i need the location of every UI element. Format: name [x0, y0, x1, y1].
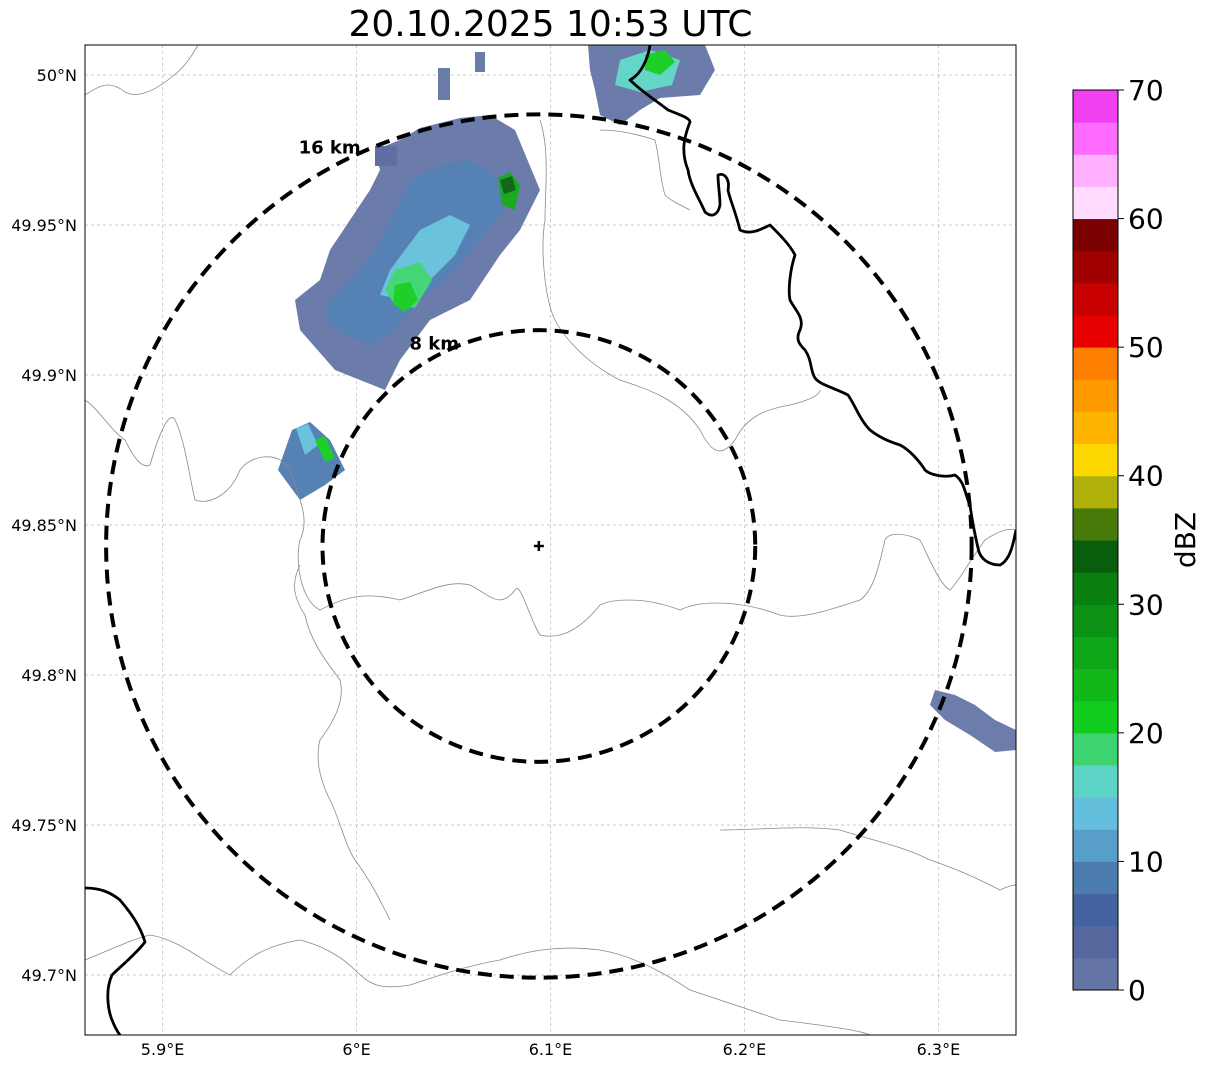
y-axis-tick-labels: 50°N 49.95°N 49.9°N 49.85°N 49.8°N 49.75°N 49.…	[11, 66, 77, 985]
colorbar-segment	[1073, 829, 1118, 862]
colorbar-segment	[1073, 861, 1118, 895]
national-border-east	[628, 45, 1016, 567]
x-tick-label: 6.3°E	[917, 1040, 961, 1059]
echo-cell-west	[278, 422, 345, 500]
national-border	[85, 45, 1016, 1035]
colorbar-segment	[1073, 411, 1118, 445]
colorbar-segment	[1073, 765, 1118, 798]
admin-border-2	[85, 399, 1016, 637]
echo-pixel	[375, 146, 397, 166]
x-tick-label: 6.2°E	[723, 1040, 767, 1059]
y-tick-label: 50°N	[37, 66, 77, 85]
colorbar-segment	[1073, 250, 1118, 284]
colorbar-segment	[1073, 90, 1118, 123]
colorbar-segment	[1073, 925, 1118, 959]
gridlines	[85, 45, 1016, 1035]
colorbar-frame	[1072, 89, 1119, 991]
range-ring-label: 16 km	[299, 137, 361, 158]
colorbar-segment	[1073, 315, 1118, 348]
colorbar-segment	[1073, 186, 1118, 220]
echo-cell-west-green	[315, 436, 335, 462]
x-tick-label: 6°E	[342, 1040, 370, 1059]
colorbar-tick-label: 10	[1128, 845, 1164, 878]
colorbar-segment	[1073, 379, 1118, 412]
colorbar-segment	[1073, 540, 1118, 573]
admin-border-1	[85, 45, 199, 96]
admin-border-7	[599, 129, 691, 211]
echo-core-green2	[393, 282, 418, 312]
range-ring-label: 8 km	[409, 334, 459, 355]
colorbar-tick-label: 20	[1128, 717, 1164, 750]
colorbar-segment	[1073, 700, 1118, 734]
national-border-southwest	[85, 886, 147, 1035]
admin-border-6	[719, 827, 1016, 891]
range-rings: 8 km 16 km	[104, 112, 974, 980]
colorbar-segment	[1073, 475, 1118, 509]
colorbar-segment	[1073, 218, 1118, 252]
admin-border-5	[85, 934, 871, 1035]
y-tick-label: 49.8°N	[21, 666, 77, 685]
colorbar	[1072, 89, 1119, 991]
y-tick-label: 49.95°N	[11, 216, 77, 235]
colorbar-segment	[1073, 154, 1118, 187]
admin-border-3	[539, 119, 821, 452]
colorbar-segment	[1073, 636, 1118, 670]
y-tick-label: 49.9°N	[21, 366, 77, 385]
y-tick-label: 49.85°N	[11, 516, 77, 535]
colorbar-segment	[1073, 604, 1118, 637]
colorbar-tick-label: 70	[1128, 74, 1164, 107]
colorbar-label: dBZ	[1169, 512, 1202, 568]
y-tick-label: 49.75°N	[11, 816, 77, 835]
colorbar-segment	[1073, 893, 1118, 927]
map-title: 20.10.2025 10:53 UTC	[348, 4, 753, 45]
colorbar-segment	[1073, 122, 1118, 155]
echo-pixel	[475, 52, 485, 72]
reflectivity-field	[278, 45, 1016, 752]
colorbar-tick-labels: 0 10 20 30 40 50 60 70	[1118, 74, 1164, 1007]
echo-cell-north-green	[645, 50, 675, 75]
range-ring	[104, 112, 974, 980]
colorbar-segment	[1073, 443, 1118, 477]
colorbar-segment	[1073, 732, 1118, 766]
colorbar-segment	[1073, 797, 1118, 830]
colorbar-tick-label: 50	[1128, 331, 1164, 364]
colorbar-tick-label: 0	[1128, 974, 1146, 1007]
y-tick-label: 49.7°N	[21, 966, 77, 985]
range-ring	[320, 328, 758, 764]
x-tick-label: 5.9°E	[141, 1040, 185, 1059]
colorbar-segment	[1073, 347, 1118, 380]
colorbar-segment	[1073, 282, 1118, 316]
echo-cell-west-core	[296, 424, 318, 455]
radar-site-marker	[533, 541, 544, 551]
echo-cell-east	[930, 690, 1016, 752]
admin-borders	[85, 45, 1016, 1035]
x-axis-tick-labels: 5.9°E 6°E 6.1°E 6.2°E 6.3°E	[141, 1040, 960, 1059]
plot-area: 8 km 16 km	[85, 45, 1016, 1035]
colorbar-segment	[1073, 668, 1118, 702]
colorbar-tick-label: 30	[1128, 588, 1164, 621]
echo-pixel	[438, 68, 450, 100]
echo-core-ne-dark	[500, 176, 516, 194]
colorbar-tick-label: 40	[1128, 460, 1164, 493]
colorbar-segment	[1073, 957, 1118, 991]
plot-frame	[84, 44, 1017, 1036]
colorbar-segment	[1073, 507, 1118, 541]
colorbar-tick-label: 60	[1128, 203, 1164, 236]
x-tick-label: 6.1°E	[529, 1040, 573, 1059]
admin-border-4	[294, 564, 391, 921]
colorbar-segment	[1073, 572, 1118, 605]
